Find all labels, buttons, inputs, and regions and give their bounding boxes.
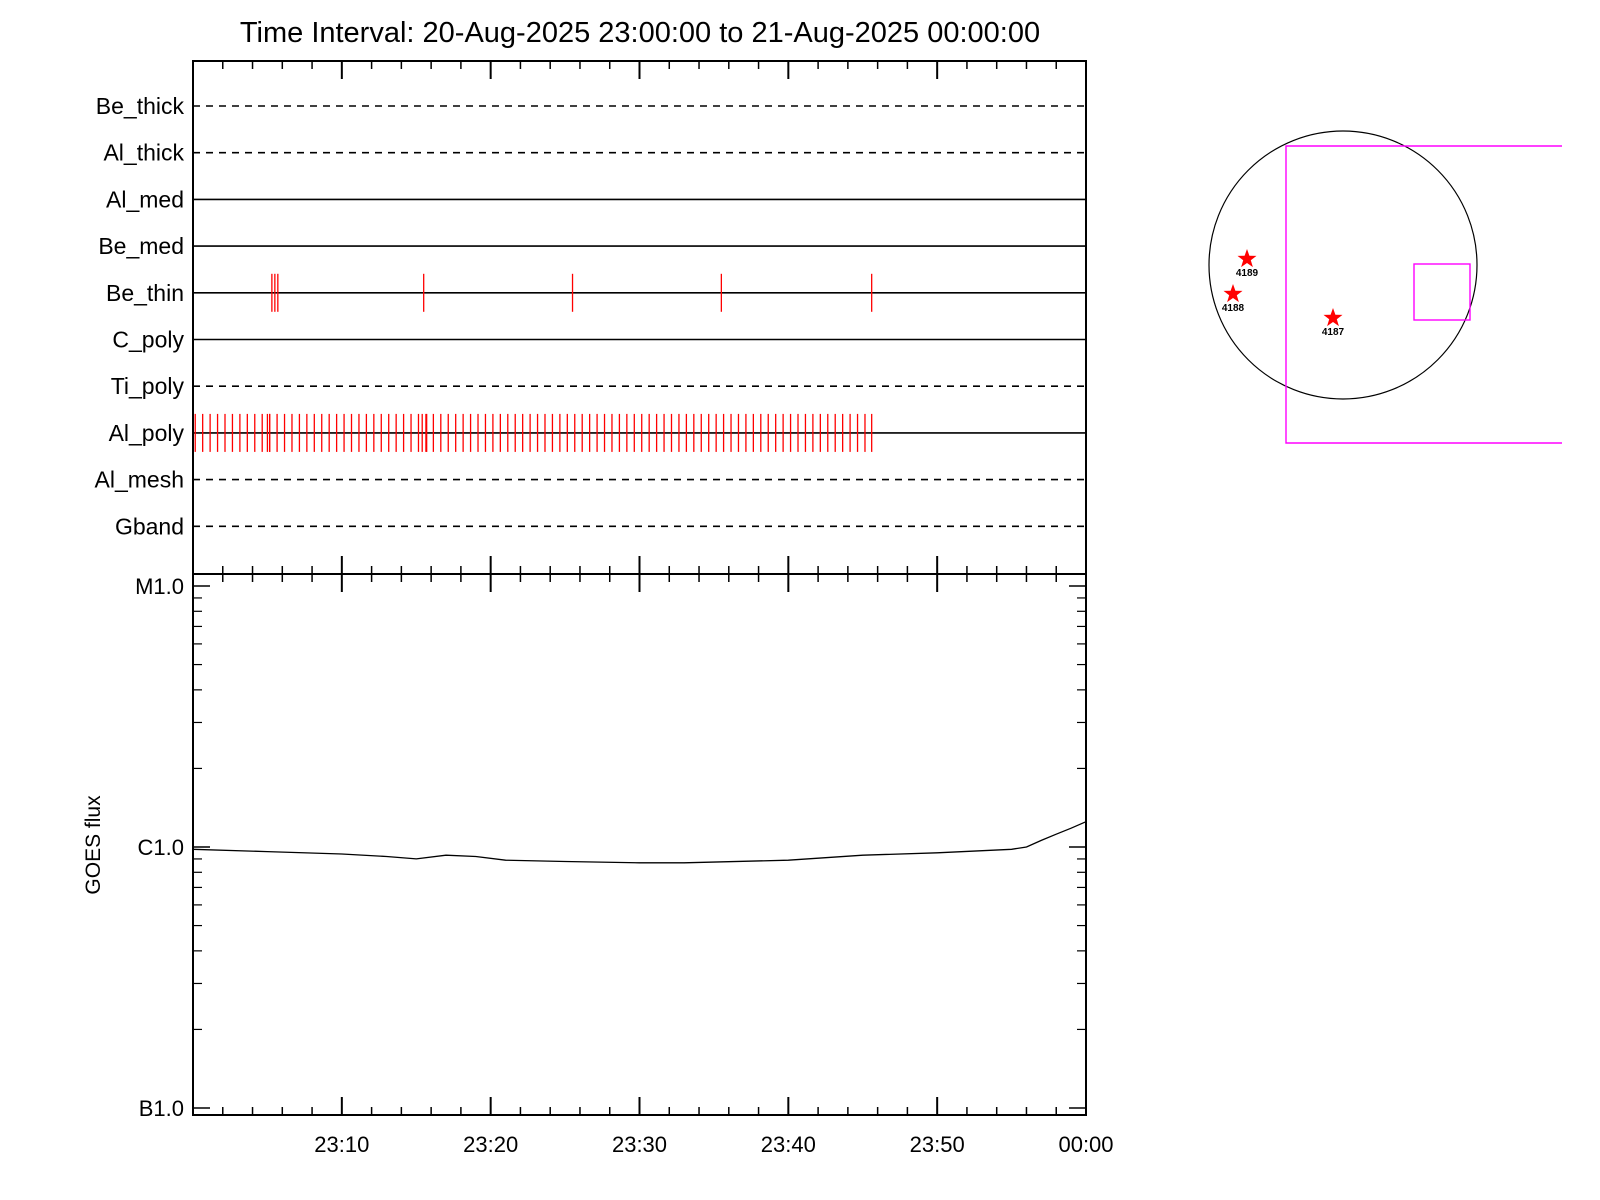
filter-label: Al_med xyxy=(106,186,184,212)
x-tick-label: 23:40 xyxy=(761,1132,816,1157)
filter-label: Al_mesh xyxy=(95,467,184,493)
filter-row-be-thick: Be_thick xyxy=(96,93,1086,119)
filter-row-be-med: Be_med xyxy=(98,233,1086,259)
y-tick-label: C1.0 xyxy=(138,835,184,860)
active-region-star-icon xyxy=(1223,284,1243,303)
active-region-label: 4188 xyxy=(1222,303,1245,314)
filter-label: Be_thick xyxy=(96,93,185,119)
filter-row-be-thin: Be_thin xyxy=(106,273,1086,312)
filter-label: Al_poly xyxy=(109,420,185,446)
filter-label: Ti_poly xyxy=(111,373,185,399)
filter-row-al-med: Al_med xyxy=(106,186,1086,212)
chart-title: Time Interval: 20-Aug-2025 23:00:00 to 2… xyxy=(240,17,1040,49)
active-region-4188: 4188 xyxy=(1222,284,1245,314)
x-tick-label: 23:30 xyxy=(612,1132,667,1157)
filter-row-al-poly: Al_poly xyxy=(109,413,1086,452)
y-tick-label: M1.0 xyxy=(135,574,184,599)
timeline-frame xyxy=(192,60,1087,575)
goes-flux-panel: GOES flux 23:10 23:20 23:30 23:40 23:50 00:00… xyxy=(82,573,1114,1157)
filter-row-c-poly: C_poly xyxy=(112,327,1086,353)
filter-label: Be_med xyxy=(98,233,184,259)
active-region-label: 4187 xyxy=(1322,327,1345,338)
active-region-4189: 4189 xyxy=(1236,249,1259,279)
active-region-star-icon xyxy=(1237,249,1257,268)
goes-flux-line xyxy=(192,821,1087,864)
active-region-4187: 4187 xyxy=(1322,308,1345,338)
x-tick-label: 23:10 xyxy=(314,1132,369,1157)
goes-y-axis-label: GOES flux xyxy=(82,795,105,895)
filter-row-gband: Gband xyxy=(115,513,1086,539)
filter-label: Al_thick xyxy=(103,140,184,166)
x-tick-label: 23:20 xyxy=(463,1132,518,1157)
field-of-view-box xyxy=(1285,145,1562,444)
filter-label: C_poly xyxy=(112,327,184,353)
filter-row-al-thick: Al_thick xyxy=(103,140,1086,166)
x-tick-label: 23:50 xyxy=(910,1132,965,1157)
filter-timeline-panel: Be_thick Al_thick Al_med Be_med Be_thin C_pol… xyxy=(95,60,1087,575)
active-region-label: 4189 xyxy=(1236,268,1259,279)
y-tick-label: B1.0 xyxy=(139,1096,184,1121)
goes-frame xyxy=(192,573,1087,1116)
filter-row-ti-poly: Ti_poly xyxy=(111,373,1086,399)
filter-row-al-mesh: Al_mesh xyxy=(95,467,1086,493)
active-region-star-icon xyxy=(1323,308,1343,327)
x-tick-label: 00:00 xyxy=(1058,1132,1113,1157)
solar-disk-locator: 4189 4188 4187 xyxy=(1208,130,1562,444)
filter-label: Gband xyxy=(115,513,184,539)
filter-label: Be_thin xyxy=(106,280,184,306)
small-field-of-view-box xyxy=(1413,263,1471,321)
solar-disk xyxy=(1208,130,1478,400)
